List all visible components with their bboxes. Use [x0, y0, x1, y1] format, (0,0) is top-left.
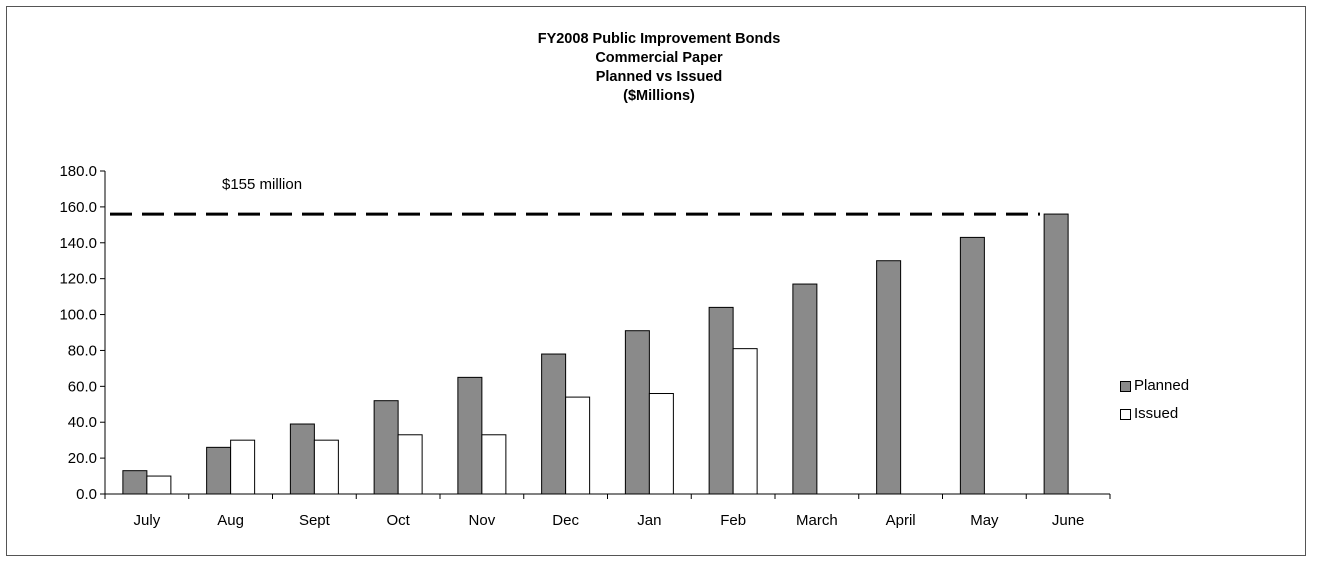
bar-planned: [624, 330, 650, 495]
chart-subtitle-2: Planned vs Issued: [595, 69, 723, 85]
bar-issued: [313, 439, 339, 495]
bar-planned: [959, 236, 985, 495]
y-tick-label: 60.0: [68, 378, 97, 395]
bar-planned: [708, 306, 734, 495]
y-tick-label: 160.0: [59, 199, 97, 216]
bar-planned: [206, 446, 232, 495]
y-tick-label: 120.0: [59, 271, 97, 288]
x-tick-label: Dec: [552, 512, 579, 529]
chart-subtitle-3: ($Millions): [623, 88, 695, 104]
y-tick-label: 0.0: [76, 486, 97, 503]
x-tick-label: May: [970, 512, 999, 529]
legend-label-issued: Issued: [1134, 405, 1179, 422]
x-tick-label: June: [1052, 512, 1085, 529]
bar-issued: [230, 439, 256, 495]
legend-item-issued: Issued: [1120, 400, 1189, 428]
x-tick-label: Oct: [386, 512, 410, 529]
y-tick-label: 40.0: [68, 414, 97, 431]
x-tick-label: Feb: [720, 512, 746, 529]
x-tick-label: July: [134, 512, 161, 529]
x-tick-label: April: [886, 512, 916, 529]
y-tick-label: 140.0: [59, 235, 97, 252]
y-tick-label: 180.0: [59, 163, 97, 180]
bar-issued: [146, 475, 172, 495]
bar-planned: [1043, 213, 1069, 495]
legend-swatch-planned: [1120, 380, 1131, 392]
bar-planned: [122, 470, 148, 495]
bar-issued: [648, 393, 674, 495]
bar-planned: [373, 400, 399, 495]
legend-item-planned: Planned: [1120, 372, 1189, 400]
x-tick-label: March: [796, 512, 838, 529]
chart-title: FY2008 Public Improvement Bonds: [537, 31, 781, 47]
bar-issued: [732, 348, 758, 495]
legend-swatch-issued: [1120, 408, 1131, 420]
bar-planned: [792, 283, 818, 495]
x-tick-label: Sept: [299, 512, 331, 529]
bar-issued: [481, 434, 507, 495]
y-tick-label: 20.0: [68, 450, 97, 467]
legend-label-planned: Planned: [1134, 377, 1190, 394]
x-tick-label: Aug: [217, 512, 244, 529]
legend: Planned Issued: [1120, 372, 1189, 428]
x-tick-label: Nov: [469, 512, 496, 529]
chart-title-block: FY2008 Public Improvement Bonds Commerci…: [0, 30, 1318, 106]
bar-issued: [565, 396, 591, 495]
bar-planned: [457, 376, 483, 495]
reference-line-label: $155 million: [222, 176, 303, 193]
chart-subtitle-1: Commercial Paper: [595, 50, 723, 66]
x-tick-label: Jan: [637, 512, 661, 529]
y-tick-label: 80.0: [68, 342, 97, 359]
bar-issued: [397, 434, 423, 495]
bar-planned: [876, 260, 902, 495]
bar-planned: [289, 423, 315, 495]
bar-planned: [541, 353, 567, 495]
y-tick-label: 100.0: [59, 307, 97, 324]
